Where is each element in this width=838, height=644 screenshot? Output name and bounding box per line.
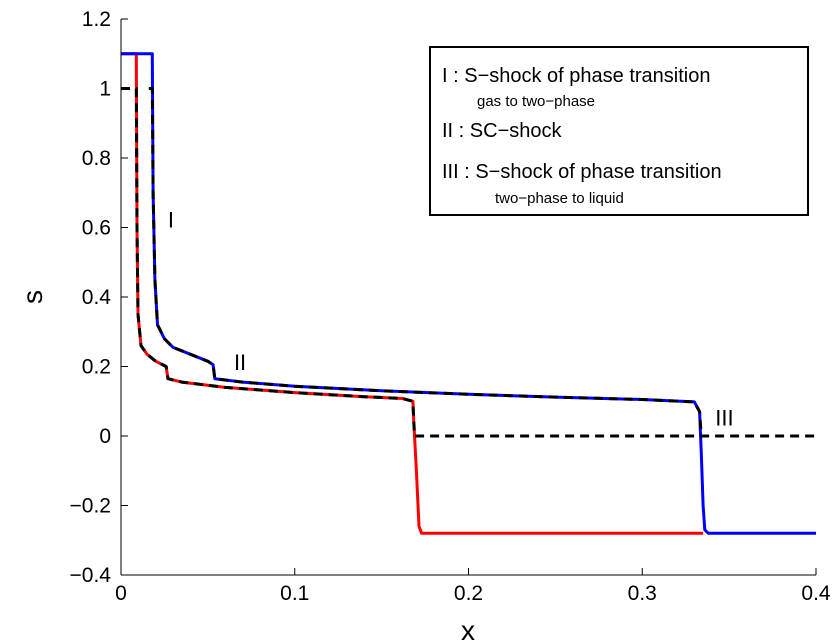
annotation-2: II [234, 350, 246, 375]
legend-box [429, 46, 809, 216]
x-tick-label: 0 [115, 582, 127, 605]
series-line-4 [148, 87, 703, 437]
legend-entry-1-main: I : S−shock of phase transition [442, 65, 711, 87]
x-tick-label: 0.1 [280, 582, 309, 605]
legend-entry-3-main: III : S−shock of phase transition [442, 161, 722, 183]
y-tick-label: 1.2 [82, 8, 111, 31]
y-tick-label: −0.4 [70, 564, 112, 587]
legend-entry-2-main: II : SC−shock [442, 120, 562, 142]
series-line-3 [121, 87, 816, 438]
x-tick-label: 0.4 [801, 582, 831, 605]
y-tick-label: 0.6 [82, 217, 111, 240]
ticks-layer: 0 0.1 0.2 0.3 0.4 1.2 1 0.8 0.6 0.4 0.2 0 −0.2 −0.4 [70, 8, 831, 605]
x-tick-label: 0.3 [628, 582, 657, 605]
y-tick-label: 0.8 [82, 147, 111, 170]
y-tick-label: 0.2 [82, 356, 111, 379]
annotation-1: I [168, 208, 174, 233]
legend-entry-3-sub: two−phase to liquid [495, 190, 624, 207]
x-axis-label: x [461, 615, 475, 644]
x-tick-label: 0.2 [454, 582, 483, 605]
y-tick-label: 0.4 [82, 286, 112, 309]
y-tick-label: −0.2 [70, 495, 111, 518]
series-layer [121, 52, 816, 535]
legend: I : S−shock of phase transition gas to t… [429, 46, 809, 216]
annotation-3: III [715, 406, 733, 431]
y-axis-label: s [17, 290, 48, 304]
legend-entry-1-sub: gas to two−phase [477, 93, 595, 110]
y-tick-label: 1 [99, 78, 111, 101]
y-tick-label: 0 [99, 425, 111, 448]
